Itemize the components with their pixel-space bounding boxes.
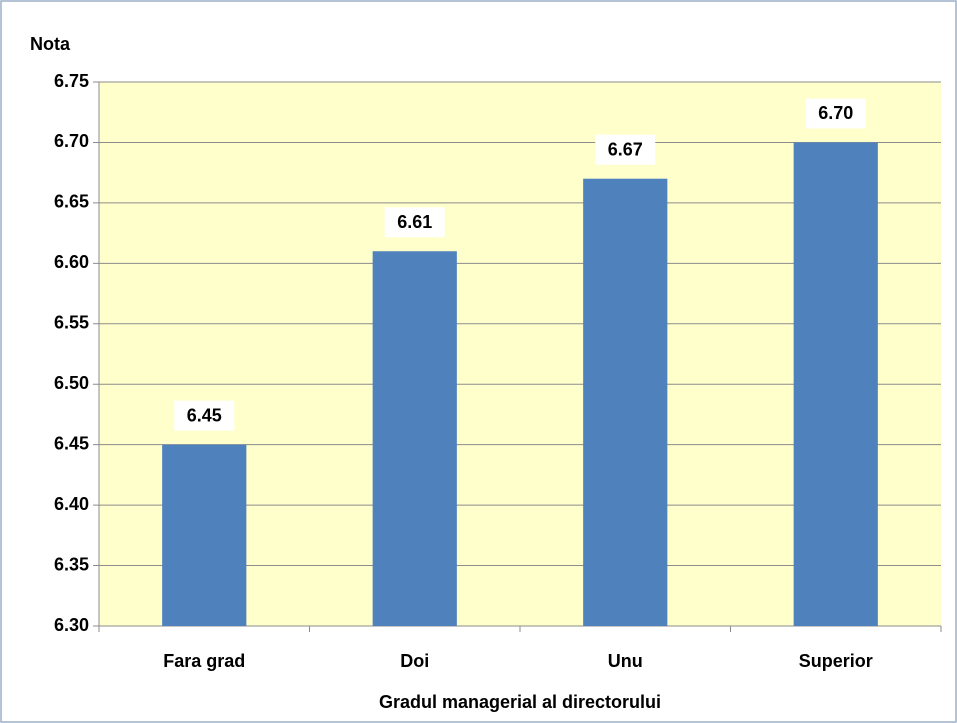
bar <box>793 142 878 626</box>
y-tick-label: 6.45 <box>54 433 89 453</box>
y-tick-label: 6.30 <box>54 615 89 635</box>
y-tick-label: 6.50 <box>54 373 89 393</box>
y-tick-label: 6.40 <box>54 494 89 514</box>
value-label: 6.70 <box>818 103 853 123</box>
x-axis-title: Gradul managerial al directorului <box>379 692 661 712</box>
x-tick-label: Fara grad <box>163 651 245 671</box>
y-tick-label: 6.65 <box>54 192 89 212</box>
y-tick-label: 6.55 <box>54 313 89 333</box>
value-label-box <box>595 134 656 165</box>
x-tick-label: Doi <box>400 651 429 671</box>
value-label: 6.45 <box>187 405 222 425</box>
bar <box>372 251 457 626</box>
y-tick-label: 6.70 <box>54 131 89 151</box>
y-tick-label: 6.60 <box>54 252 89 272</box>
value-label-box <box>174 400 235 431</box>
value-label-box <box>384 207 445 238</box>
y-axis-title: Nota <box>30 34 71 54</box>
bar <box>162 444 247 626</box>
value-label: 6.67 <box>608 139 643 159</box>
x-tick-label: Unu <box>608 651 643 671</box>
value-label: 6.61 <box>397 212 432 232</box>
y-tick-label: 6.75 <box>54 71 89 91</box>
value-label-box <box>805 98 866 129</box>
y-tick-label: 6.35 <box>54 554 89 574</box>
bar <box>583 178 668 626</box>
x-tick-label: Superior <box>799 651 873 671</box>
